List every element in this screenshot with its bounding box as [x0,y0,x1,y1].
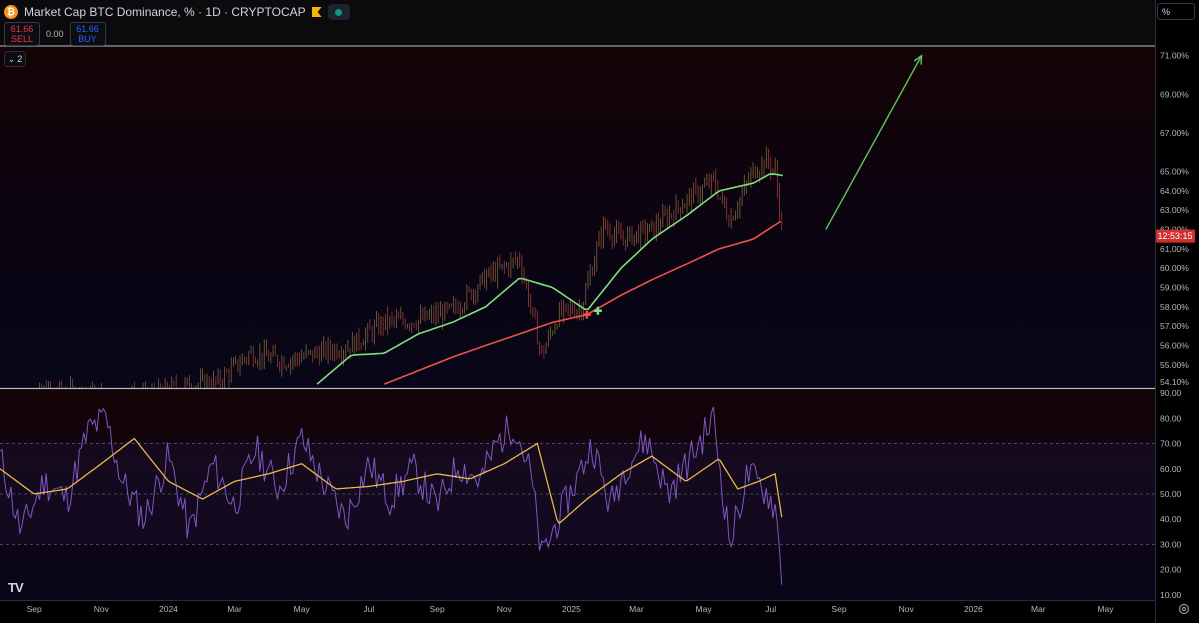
symbol-title[interactable]: Market Cap BTC Dominance, % · 1D · CRYPT… [24,5,306,19]
sell-label: SELL [10,34,34,44]
indicator-count: 2 [17,54,23,64]
price-tick: 61.00% [1160,244,1189,254]
flag-icon[interactable] [311,7,322,17]
countdown-text: 12:53:15 [1157,231,1192,241]
price-tick: 57.00% [1160,321,1189,331]
rsi-tick: 50.00 [1160,489,1182,499]
price-tick: 55.00% [1160,360,1189,370]
rsi-tick: 70.00 [1160,439,1182,449]
gear-icon[interactable] [1178,603,1190,615]
rsi-tick: 20.00 [1160,565,1182,575]
rsi-tick: 60.00 [1160,464,1182,474]
header-background [0,0,1155,46]
price-tick: 62.00% [1160,225,1189,235]
price-tick: 63.00% [1160,205,1189,215]
price-candles [39,146,783,388]
bitcoin-icon: ₿ [4,5,18,19]
tradingview-logo-icon[interactable]: TV [8,580,24,595]
time-tick: Nov [94,604,110,614]
unit-label: % [1162,6,1171,17]
time-tick: May [294,604,311,614]
buy-button[interactable]: 61.66 BUY [69,22,106,46]
time-tick: Mar [629,604,644,614]
time-tick: Mar [227,604,242,614]
time-tick: 2026 [964,604,983,614]
countdown-label: 12:53:15 [1156,229,1195,243]
rsi-tick: 10.00 [1160,590,1182,600]
chart-annotations [582,54,923,319]
buy-price: 61.66 [76,24,99,34]
rsi-axis[interactable]: 90.00 80.00 70.00 60.00 50.00 40.00 30.00 20.00… [1160,388,1182,600]
eye-icon[interactable] [327,4,350,20]
sell-button[interactable]: 61.66 SELL [4,22,40,46]
time-tick: Sep [430,604,445,614]
buy-label: BUY [78,34,97,44]
indicators-collapse-button[interactable]: ⌄ 2 [4,51,26,67]
chevron-down-icon: ⌄ [7,53,16,64]
rsi-lines [0,406,783,585]
time-tick: Sep [27,604,42,614]
cross-down-marker [582,310,591,319]
price-tick: 58.00% [1160,302,1189,312]
price-tick: 56.00% [1160,340,1189,350]
time-tick: Sep [831,604,846,614]
rsi-tick: 80.00 [1160,413,1182,423]
chart-header: ₿ Market Cap BTC Dominance, % · 1D · CRY… [4,4,350,20]
price-lines [316,173,783,385]
price-tick: 59.00% [1160,283,1189,293]
price-tick: 71.00% [1160,51,1189,61]
time-tick: May [1097,604,1114,614]
price-tick: 67.00% [1160,128,1189,138]
time-tick: May [696,604,713,614]
rsi-line [0,406,783,585]
trade-panel: 61.66 SELL 0.00 61.66 BUY [4,22,106,46]
price-tick: 64.00% [1160,186,1189,196]
sell-price: 61.66 [10,24,34,34]
ma-slow-line [384,220,782,385]
rsi-ma-line [0,437,783,525]
time-tick: 2024 [159,604,178,614]
time-axis[interactable]: Sep Nov 2024 Mar May Jul Sep Nov 2025 Mar May Jul Se… [27,604,1115,614]
price-tick: 54.10% [1160,377,1189,387]
rsi-tick: 40.00 [1160,514,1182,524]
price-tick: 69.00% [1160,89,1189,99]
time-tick: 2025 [562,604,581,614]
price-tick: 60.00% [1160,263,1189,273]
arrow-head [913,54,923,65]
trend-arrow [825,55,923,230]
price-axis[interactable]: 71.00% 69.00% 67.00% 65.00% 64.00% 63.00% 62.0… [1160,51,1189,388]
rsi-tick: 90.00 [1160,388,1182,398]
time-tick: Jul [363,604,374,614]
cross-up-marker [593,306,602,315]
price-tick: 65.00% [1160,167,1189,177]
time-tick: Nov [899,604,915,614]
ma-fast-line [316,173,783,385]
rsi-band [0,442,1155,543]
rsi-tick: 30.00 [1160,539,1182,549]
time-tick: Nov [497,604,513,614]
price-pane[interactable] [0,46,1155,388]
price-unit-selector[interactable]: % [1157,3,1195,20]
time-tick: Mar [1031,604,1046,614]
time-tick: Jul [765,604,776,614]
spread-value: 0.00 [46,29,64,39]
